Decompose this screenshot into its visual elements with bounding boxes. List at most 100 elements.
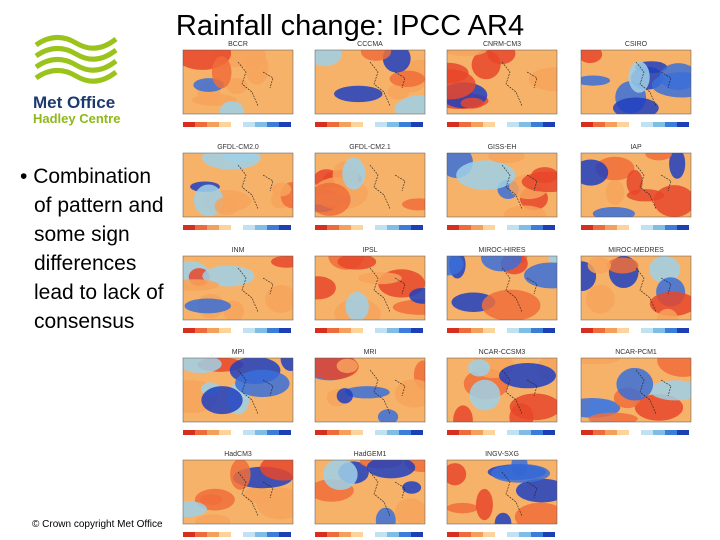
colorbar-cell (677, 430, 689, 435)
map-blob (453, 405, 473, 422)
map-blob (581, 75, 611, 86)
map-blob (669, 153, 686, 179)
colorbar-cell (183, 122, 195, 127)
map-blob (402, 481, 422, 494)
map-coastline (369, 267, 406, 313)
map-panel: MRI (314, 349, 426, 435)
colorbar-cell (605, 328, 617, 333)
colorbar-cell (387, 532, 399, 537)
map-field (315, 358, 425, 422)
map-coastline (635, 267, 672, 313)
map-frame (580, 255, 692, 321)
map-frame (446, 255, 558, 321)
colorbar-cell (351, 122, 363, 127)
colorbar-cell (593, 430, 605, 435)
map-panel: HadGEM1 (314, 451, 426, 537)
colorbar-cell (327, 532, 339, 537)
map-coastline (501, 164, 538, 210)
colorbar-cell (411, 122, 423, 127)
logo: Met Office Hadley Centre (33, 35, 120, 126)
colorbar-cell (519, 225, 531, 230)
map-coastline (635, 164, 672, 210)
colorbar-cell (653, 225, 665, 230)
colorbar-cell (327, 430, 339, 435)
map-blob (649, 256, 681, 283)
colorbar-cell (231, 328, 243, 333)
colorbar-cell (507, 122, 519, 127)
map-blob (649, 380, 691, 401)
map-blob (548, 256, 557, 265)
map-coastline (501, 267, 538, 313)
colorbar-cell (447, 532, 459, 537)
map-blob (226, 77, 248, 94)
map-panel: MIROC-MEDRES (580, 247, 692, 333)
map-frame (446, 459, 558, 525)
colorbar-cell (641, 430, 653, 435)
map-field (581, 153, 691, 217)
map-field (581, 50, 691, 114)
map-frame (314, 152, 426, 218)
map-label: NCAR-PCM1 (615, 349, 657, 356)
logo-name: Met Office (33, 93, 115, 112)
colorbar-cell (447, 328, 459, 333)
map-blob (401, 198, 425, 211)
colorbar-cell (617, 122, 629, 127)
colorbar-cell (327, 122, 339, 127)
map-blob (184, 298, 231, 314)
colorbar-cell (411, 225, 423, 230)
colorbar-cell (351, 532, 363, 537)
map-blob (587, 257, 611, 274)
map-blob (392, 299, 425, 315)
map-blob (447, 502, 479, 514)
map-blob (256, 487, 293, 520)
colorbar-cell (195, 532, 207, 537)
footer: © Crown copyright Met Office (32, 519, 163, 530)
colorbar-cell (183, 532, 195, 537)
map-blob (605, 179, 625, 205)
map-blob (337, 256, 377, 270)
map-blob (447, 50, 487, 57)
map-frame (314, 459, 426, 525)
colorbar-cell (459, 122, 471, 127)
colorbar-cell (641, 328, 653, 333)
colorbar-cell (543, 532, 555, 537)
colorbar-cell (195, 328, 207, 333)
colorbar-cell (543, 122, 555, 127)
map-field (183, 256, 293, 320)
colorbar-cell (471, 532, 483, 537)
colorbar-cell (653, 430, 665, 435)
logo-waves (34, 35, 118, 84)
map-label: CCCMA (357, 41, 383, 48)
colorbar-cell (459, 532, 471, 537)
map-panel: BCCR (182, 41, 294, 127)
colorbar-cell (363, 328, 375, 333)
colorbar-cell (231, 122, 243, 127)
map-panel: HadCM3 (182, 451, 294, 537)
colorbar-cell (375, 328, 387, 333)
map-blob (481, 256, 522, 272)
colorbar-cell (519, 430, 531, 435)
slide-title: Rainfall change: IPCC AR4 (175, 10, 525, 42)
map-blob (581, 159, 609, 186)
colorbar-cell (327, 225, 339, 230)
map-frame (446, 152, 558, 218)
colorbar-cell (581, 430, 593, 435)
map-blob (626, 169, 643, 195)
colorbar-cell (593, 328, 605, 333)
map-label: MRI (364, 349, 377, 356)
colorbar-cell (617, 430, 629, 435)
map-blob (456, 160, 516, 190)
colorbar-cell (255, 225, 267, 230)
colorbar-cell (653, 122, 665, 127)
map-blob (657, 358, 691, 377)
colorbar-cell (495, 225, 507, 230)
bullet-body: Combination of pattern and some sign dif… (33, 165, 164, 333)
colorbar-cell (531, 430, 543, 435)
map-blob (494, 512, 512, 524)
colorbar-cell (219, 430, 231, 435)
colorbar-cell (375, 430, 387, 435)
map-label: CNRM-CM3 (483, 41, 521, 48)
map-blob (230, 460, 251, 490)
